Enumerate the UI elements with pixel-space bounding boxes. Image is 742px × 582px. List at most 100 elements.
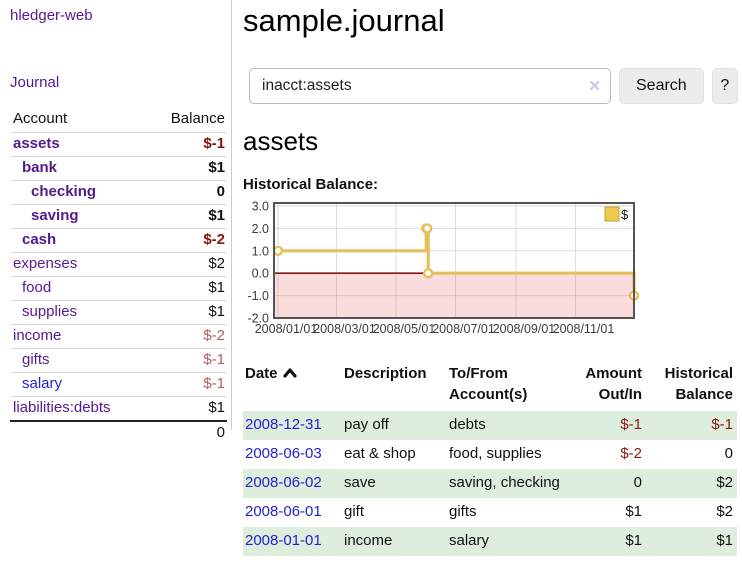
y-axis-tick-label: -1.0 [247, 289, 269, 303]
accounts-header-balance: Balance [170, 110, 225, 127]
accounts-header-row: Account Balance [10, 106, 227, 133]
register-date-link[interactable]: 2008-12-31 [245, 416, 322, 433]
register-accounts: debts [449, 416, 486, 433]
account-balance: $-1 [147, 132, 227, 157]
register-description: pay off [344, 416, 389, 433]
y-axis-tick-label: -2.0 [247, 312, 269, 326]
account-row: cash $-2 [10, 228, 227, 253]
legend-label: $ [621, 207, 629, 222]
account-balance: $1 [147, 156, 227, 181]
historical-balance-chart: 3.0 2.0 1.0 0.0 -1.0 -2.0 2008/01/01 2008/03/01… [243, 199, 738, 343]
account-link[interactable]: cash [22, 231, 57, 248]
search-bar: ✕ Search ? [243, 68, 738, 104]
account-link[interactable]: expenses [13, 255, 78, 272]
main-content: sample.journal ✕ Search ? assets Histori… [243, 0, 738, 556]
register-row: 2008-06-01 gift gifts $1 $2 [243, 498, 737, 527]
register-amount: 0 [633, 474, 642, 491]
account-row: bank $1 [10, 156, 227, 181]
register-date-link[interactable]: 2008-06-03 [245, 445, 322, 462]
x-axis-tick-label: 2008/09/01 [493, 322, 556, 336]
account-link[interactable]: supplies [22, 303, 78, 320]
chart-title: Historical Balance: [243, 176, 379, 193]
data-point-marker [422, 223, 433, 234]
x-axis-tick-label: 2008/11/01 [553, 322, 615, 336]
register-row: 2008-12-31 pay off debts $-1 $-1 [243, 411, 737, 440]
sort-ascending-icon [282, 368, 297, 378]
register-accounts: gifts [449, 503, 477, 520]
search-button[interactable]: Search [619, 68, 704, 104]
account-row: liabilities:debts $1 [10, 396, 227, 421]
account-link[interactable]: assets [13, 135, 60, 152]
register-header-date[interactable]: Date [243, 359, 342, 411]
register-date-link[interactable]: 2008-06-01 [245, 503, 322, 520]
account-balance: $-1 [147, 348, 227, 373]
x-axis-tick-label: 2008/01/01 [255, 322, 318, 336]
register-amount: $-1 [620, 416, 642, 433]
account-link[interactable]: saving [31, 207, 79, 224]
register-table: Date Description To/From Account(s) Amou… [243, 359, 737, 556]
register-accounts: salary [449, 532, 490, 549]
account-link[interactable]: bank [22, 159, 58, 176]
data-point-marker [272, 245, 284, 256]
account-link[interactable]: food [22, 279, 52, 296]
accounts-header-account: Account [13, 110, 68, 127]
register-date-link[interactable]: 2008-01-01 [245, 532, 322, 549]
register-header-balance: Historical Balance [664, 365, 733, 403]
account-row: salary $-1 [10, 372, 227, 397]
register-balance: 0 [724, 445, 733, 462]
y-axis-tick-label: 2.0 [252, 222, 269, 236]
account-link[interactable]: income [13, 327, 62, 344]
x-axis-tick-label: 2008/03/01 [313, 322, 376, 336]
account-row: expenses $2 [10, 252, 227, 277]
account-link[interactable]: checking [31, 183, 97, 200]
register-amount: $1 [625, 503, 642, 520]
register-accounts: food, supplies [449, 445, 542, 462]
account-link[interactable]: gifts [22, 351, 50, 368]
accounts-table: Account Balance assets $-1 bank $1 checking 0… [10, 106, 227, 445]
register-description: gift [344, 503, 365, 520]
account-balance: $1 [147, 276, 227, 301]
sidebar: hledger-web Journal Account Balance asse… [0, 0, 232, 445]
account-balance: $-2 [147, 324, 227, 349]
search-input-wrap: ✕ [249, 68, 611, 104]
help-button[interactable]: ? [711, 68, 738, 104]
register-accounts: saving, checking [449, 474, 560, 491]
y-axis-tick-label: 0.0 [252, 267, 269, 281]
legend-swatch [604, 206, 620, 222]
register-row: 2008-06-02 save saving, checking 0 $2 [243, 469, 737, 498]
accounts-total-spacer [10, 420, 148, 445]
account-balance: $2 [147, 252, 227, 277]
brand-link[interactable]: hledger-web [10, 7, 93, 24]
register-header-amount: Amount Out/In [585, 365, 642, 403]
register-balance: $1 [716, 532, 733, 549]
register-amount: $1 [625, 532, 642, 549]
register-balance: $2 [716, 474, 733, 491]
accounts-total-value: 0 [147, 420, 227, 445]
y-axis-tick-label: 1.0 [252, 244, 269, 258]
register-header-row: Date Description To/From Account(s) Amou… [243, 359, 737, 411]
register-description: eat & shop [344, 445, 416, 462]
account-link[interactable]: salary [22, 375, 63, 392]
register-amount: $-2 [620, 445, 642, 462]
account-balance: $1 [147, 204, 227, 229]
account-link[interactable]: liabilities:debts [13, 399, 111, 416]
account-row: assets $-1 [10, 132, 227, 157]
y-axis-tick-label: 3.0 [252, 200, 269, 214]
x-axis-tick-label: 2008/07/01 [432, 322, 495, 336]
register-description: income [344, 532, 393, 549]
register-balance: $-1 [711, 416, 733, 433]
register-date-link[interactable]: 2008-06-02 [245, 474, 322, 491]
accounts-total-row: 0 [10, 420, 227, 445]
register-header-accounts: To/From Account(s) [449, 365, 528, 403]
data-point-marker [423, 267, 434, 279]
clear-search-icon[interactable]: ✕ [588, 78, 601, 95]
sidebar-item-journal[interactable]: Journal [10, 74, 60, 91]
historical-balance-chart-svg: 3.0 2.0 1.0 0.0 -1.0 -2.02008/01/012008/03/01… [247, 200, 640, 336]
account-row: food $1 [10, 276, 227, 301]
account-row: saving $1 [10, 204, 227, 229]
account-row: gifts $-1 [10, 348, 227, 373]
register-balance: $2 [716, 503, 733, 520]
account-balance: $1 [147, 300, 227, 325]
search-input[interactable] [249, 68, 611, 104]
account-row: supplies $1 [10, 300, 227, 325]
